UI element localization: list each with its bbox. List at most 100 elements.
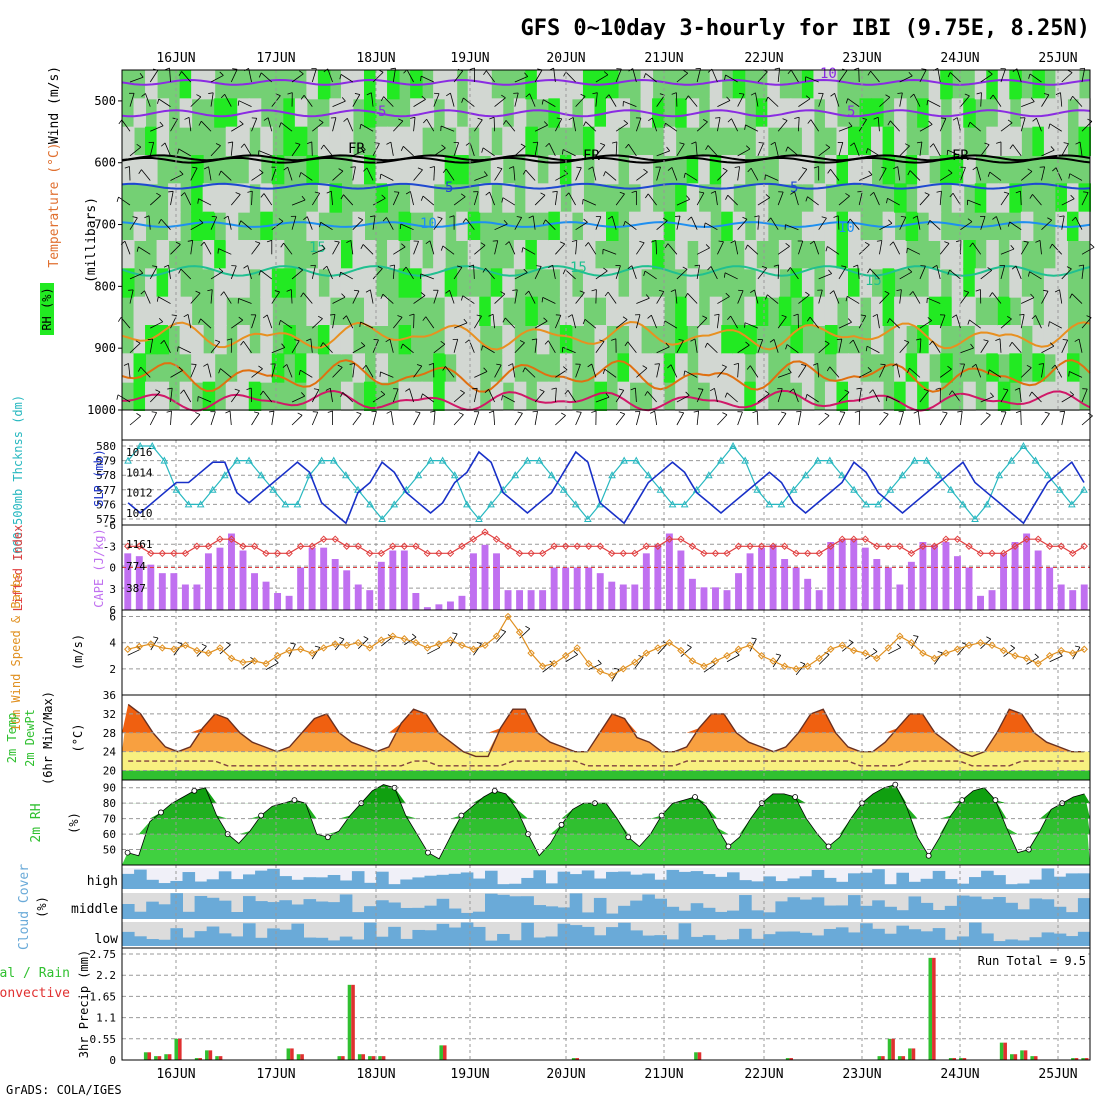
barb-strip-frame [121,409,1091,441]
upper-wind-barb [287,167,293,181]
cloud-cell [569,893,583,919]
rh-cell [836,126,849,156]
thickness-marker [414,471,423,479]
precip-total-bar [1020,1050,1024,1060]
upper-wind-barb [346,118,354,132]
wind-barb-feather [358,217,363,221]
rh-cell [594,353,607,383]
cloud-high-label: high [87,874,118,889]
rh-cell [617,98,631,128]
rh-marker [124,849,131,856]
cloud-cell [485,940,498,946]
upper-wind-barb [585,121,597,132]
wind-barb-feather [683,370,686,376]
li-marker [469,535,478,543]
wind-barb-feather [543,317,548,322]
upper-wind-barb [393,317,403,329]
cape-bar [170,573,178,610]
li-line [127,531,1085,555]
cape-bar [181,584,189,610]
rh-cell [260,325,273,355]
wind-barb-feather [1049,342,1055,347]
upper-wind-barb [158,296,171,304]
wind-barb-feather [869,389,874,394]
wind10-barb [542,663,555,673]
li-marker [262,549,270,558]
upper-wind-barb [168,265,171,279]
cape-bar [297,567,305,610]
upper-wind-barb [190,292,201,304]
cloud-cell [593,935,607,946]
li-marker [193,542,201,550]
wind-barb-feather [237,100,240,106]
wind-barb-feather [915,338,922,341]
upper-wind-barb [160,219,171,230]
upper-wind-barb [370,92,374,107]
wind10-barb [1049,655,1063,663]
precip-tick: 2.75 [90,948,117,961]
wind-barb-feather [423,118,427,124]
thickness-marker [1007,456,1016,464]
rh-cell [721,353,734,383]
upper-wind-barb [919,194,930,206]
rh-cell [536,381,550,411]
upper-wind-barb [584,319,597,329]
temp-tick: 20 [103,765,116,778]
upper-wind-barb [382,293,394,304]
cloud-cell [714,876,728,889]
rh-marker [992,797,999,803]
wind-barb-feather [694,264,700,267]
wind-barb-feather [298,370,301,376]
cape-bar [873,559,881,610]
rh-cell [675,296,688,326]
wind-barb-feather [211,215,217,218]
wind10-marker [769,657,777,665]
cape-bar [1057,584,1065,610]
upper-wind-barb [522,247,536,255]
upper-wind-barb [605,171,617,181]
upper-wind-barb [696,389,704,403]
precip-conv-bar [697,1052,702,1060]
wind-barb-feather [525,93,530,98]
rh-cell [629,240,642,270]
upper-wind-barb [1036,118,1042,132]
upper-wind-barb [869,268,880,280]
upper-wind-barb [543,99,556,107]
wind-barb-feather [359,124,362,130]
wind-barb-feather [1090,243,1095,248]
wind-barb-feather [139,269,144,274]
wind-barb-feather [805,394,808,400]
wind-barb-feather [508,166,514,169]
cloud-cell [569,925,583,946]
upper-wind-barb [717,117,721,132]
cloud-cell [497,933,510,946]
upper-wind-barb [129,289,134,304]
wind-barb-feather [1059,410,1065,413]
rh-cell [824,240,838,270]
upper-wind-barb [879,293,890,304]
rh-cell [410,98,423,128]
wind-barb-feather [161,142,166,147]
upper-wind-barb [1055,167,1063,181]
upper-wind-barb [667,243,678,255]
surface-wind-barb [190,414,201,426]
li-marker [827,542,835,550]
cloud-cell [279,929,292,946]
upper-wind-barb [149,70,159,83]
cloud-cell [122,903,135,919]
date-tick-top: 23JUN [842,51,881,66]
surface-wind-barb [291,414,303,426]
cloud-cell [848,873,861,889]
wind-barb-feather [769,339,775,343]
wind-barb-feather [219,71,224,76]
wind-barb-feather [156,296,159,302]
wind-barb-feather [765,96,769,102]
rh-cell [640,240,654,270]
li-marker [780,542,789,550]
dewpoint-label: 2m DewPt [23,709,37,767]
rh-cell [375,70,389,100]
wind10-barb [657,643,668,655]
wind-barb-feather [734,166,740,168]
cape-bar [919,542,927,610]
wind-barb-feather [923,388,929,392]
